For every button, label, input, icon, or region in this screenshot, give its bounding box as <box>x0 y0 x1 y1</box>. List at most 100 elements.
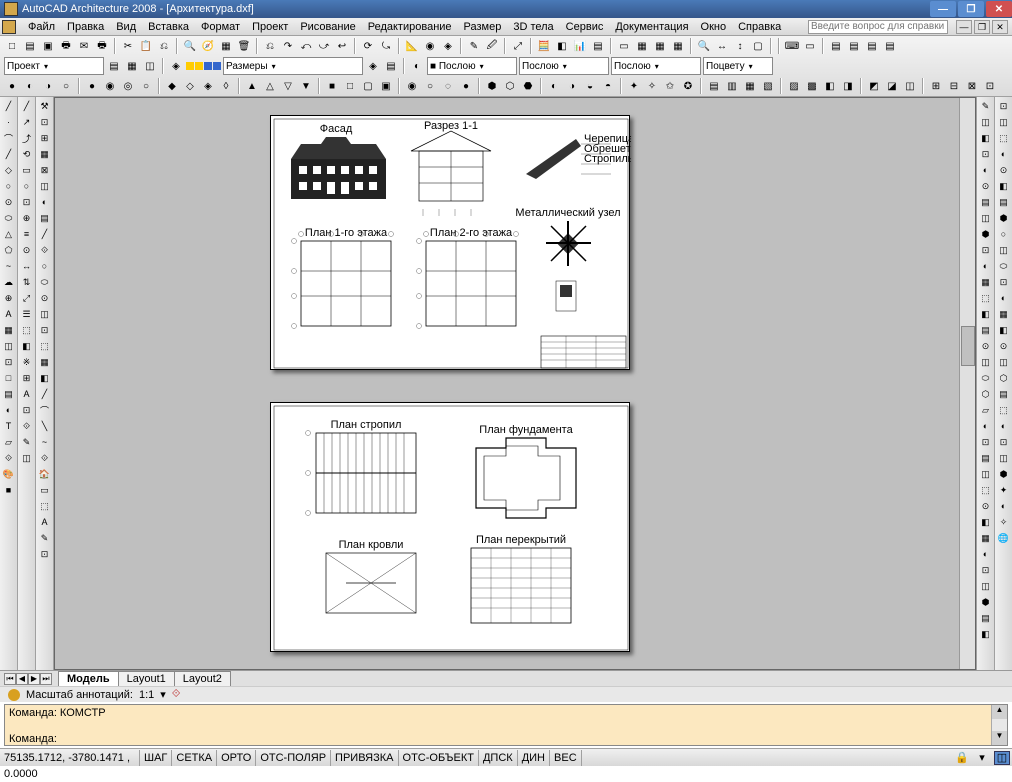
tool-icon[interactable]: ◇ <box>182 78 198 94</box>
tool-icon[interactable]: ✦ <box>996 483 1012 497</box>
tool-icon[interactable]: ○ <box>996 227 1012 241</box>
tool-icon[interactable]: ╱ <box>19 99 35 113</box>
tool-icon[interactable]: ▩ <box>804 78 820 94</box>
tool-icon[interactable]: ◫ <box>902 78 918 94</box>
tool-icon[interactable]: A <box>37 515 53 529</box>
tool-icon[interactable]: ◫ <box>37 179 53 193</box>
tool-icon[interactable]: ✂ <box>120 38 136 54</box>
tool-icon[interactable]: ⬚ <box>37 499 53 513</box>
tool-icon[interactable]: ◉ <box>404 78 420 94</box>
tool-icon[interactable]: ↕ <box>732 38 748 54</box>
tool-icon[interactable]: △ <box>262 78 278 94</box>
menu-project[interactable]: Проект <box>246 21 294 33</box>
tool-icon[interactable]: ▭ <box>19 163 35 177</box>
tool-icon[interactable]: ◑ <box>40 78 56 94</box>
tool-icon[interactable]: ╱ <box>1 147 17 161</box>
tool-icon[interactable]: ⌒ <box>37 403 53 417</box>
tool-icon[interactable]: ▦ <box>124 58 140 74</box>
tool-icon[interactable]: ▤ <box>978 451 994 465</box>
tool-icon[interactable]: ◫ <box>996 243 1012 257</box>
tool-icon[interactable]: ◫ <box>996 451 1012 465</box>
tool-icon[interactable]: ⊙ <box>978 179 994 193</box>
tool-icon[interactable]: ✉ <box>76 38 92 54</box>
tool-icon[interactable]: ⟐ <box>19 419 35 433</box>
toggle-polar[interactable]: ОТС-ПОЛЯР <box>256 750 331 766</box>
tool-icon[interactable]: ◫ <box>978 211 994 225</box>
tab-nav-first[interactable]: ⏮ <box>4 673 16 685</box>
tool-icon[interactable]: ⊡ <box>978 563 994 577</box>
menu-format[interactable]: Формат <box>195 21 246 33</box>
toggle-osnap[interactable]: ПРИВЯЗКА <box>331 750 398 766</box>
tool-icon[interactable]: ◈ <box>200 78 216 94</box>
menu-window[interactable]: Окно <box>695 21 733 33</box>
tool-icon[interactable]: ⬭ <box>996 259 1012 273</box>
color-bylayer-dropdown[interactable]: ■ Послою <box>427 57 517 75</box>
menu-help[interactable]: Справка <box>732 21 787 33</box>
tool-icon[interactable]: ● <box>84 78 100 94</box>
tab-nav-next[interactable]: ▶ <box>28 673 40 685</box>
tool-icon[interactable]: ▤ <box>978 611 994 625</box>
tool-icon[interactable]: 📐 <box>404 38 420 54</box>
tool-icon[interactable]: ⊞ <box>37 131 53 145</box>
tool-icon[interactable]: ◌ <box>440 78 456 94</box>
tool-icon[interactable]: ⟐ <box>37 243 53 257</box>
tool-icon[interactable]: ⤻ <box>316 38 332 54</box>
tool-icon[interactable]: ☁ <box>1 275 17 289</box>
menu-view[interactable]: Вид <box>110 21 142 33</box>
tool-icon[interactable]: ⎌ <box>156 38 172 54</box>
plotstyle-dropdown[interactable]: Поцвету <box>703 57 773 75</box>
tool-icon[interactable]: ╱ <box>37 387 53 401</box>
tool-icon[interactable]: ⟲ <box>19 147 35 161</box>
tool-icon[interactable]: ▤ <box>978 195 994 209</box>
tool-icon[interactable]: ⊕ <box>19 211 35 225</box>
tool-icon[interactable]: ▦ <box>978 531 994 545</box>
tool-icon[interactable]: ● <box>4 78 20 94</box>
tool-icon[interactable]: 🏠 <box>37 467 53 481</box>
tool-icon[interactable]: ⤢ <box>19 291 35 305</box>
tool-icon[interactable]: ⊟ <box>946 78 962 94</box>
tool-icon[interactable]: ◫ <box>996 115 1012 129</box>
tool-icon[interactable]: ○ <box>138 78 154 94</box>
tool-icon[interactable]: ▦ <box>742 78 758 94</box>
tab-layout2[interactable]: Layout2 <box>174 671 231 686</box>
tool-icon[interactable]: ◫ <box>978 115 994 129</box>
tool-icon[interactable]: ◐ <box>1 403 17 417</box>
tool-icon[interactable]: ▦ <box>1 323 17 337</box>
tool-icon[interactable]: ↗ <box>19 115 35 129</box>
toggle-lwt[interactable]: ВЕС <box>550 750 582 766</box>
child-restore-button[interactable]: ❐ <box>974 20 990 34</box>
tool-icon[interactable]: ◉ <box>102 78 118 94</box>
tool-icon[interactable]: ◧ <box>822 78 838 94</box>
tool-icon[interactable]: ▤ <box>864 38 880 54</box>
tool-icon[interactable]: ⬚ <box>37 339 53 353</box>
tool-icon[interactable]: ⤢ <box>510 38 526 54</box>
tool-icon[interactable]: ☰ <box>19 307 35 321</box>
tool-icon[interactable]: ※ <box>19 355 35 369</box>
tool-icon[interactable]: ↷ <box>280 38 296 54</box>
tool-icon[interactable]: ⬢ <box>978 595 994 609</box>
tool-icon[interactable]: ⚒ <box>37 99 53 113</box>
tool-icon[interactable]: ○ <box>37 259 53 273</box>
tool-icon[interactable]: ⬭ <box>1 211 17 225</box>
tool-icon[interactable]: ◐ <box>978 163 994 177</box>
dimensions-dropdown[interactable]: Размеры <box>223 57 363 75</box>
tool-icon[interactable]: ⊙ <box>19 243 35 257</box>
tool-icon[interactable]: ⤺ <box>298 38 314 54</box>
lock-icon[interactable]: 🔒 <box>954 751 970 765</box>
tool-icon[interactable]: ⬚ <box>978 483 994 497</box>
tool-icon[interactable]: ◫ <box>142 58 158 74</box>
tool-icon[interactable]: ⬚ <box>996 403 1012 417</box>
tool-icon[interactable]: 🔍 <box>182 38 198 54</box>
tool-icon[interactable]: 🧮 <box>536 38 552 54</box>
tool-icon[interactable]: ⊡ <box>37 323 53 337</box>
command-prompt[interactable]: Команда: <box>9 733 1003 745</box>
tool-icon[interactable]: ⊡ <box>978 243 994 257</box>
tool-icon[interactable]: ◪ <box>884 78 900 94</box>
tool-icon[interactable]: ⌒ <box>1 131 17 145</box>
tool-icon[interactable]: ⊡ <box>982 78 998 94</box>
tool-icon[interactable]: ⊡ <box>19 403 35 417</box>
tool-icon[interactable]: ╱ <box>1 99 17 113</box>
tool-icon[interactable]: 🖶 <box>94 38 110 54</box>
tool-icon[interactable]: ○ <box>422 78 438 94</box>
menu-3d[interactable]: 3D тела <box>507 21 559 33</box>
